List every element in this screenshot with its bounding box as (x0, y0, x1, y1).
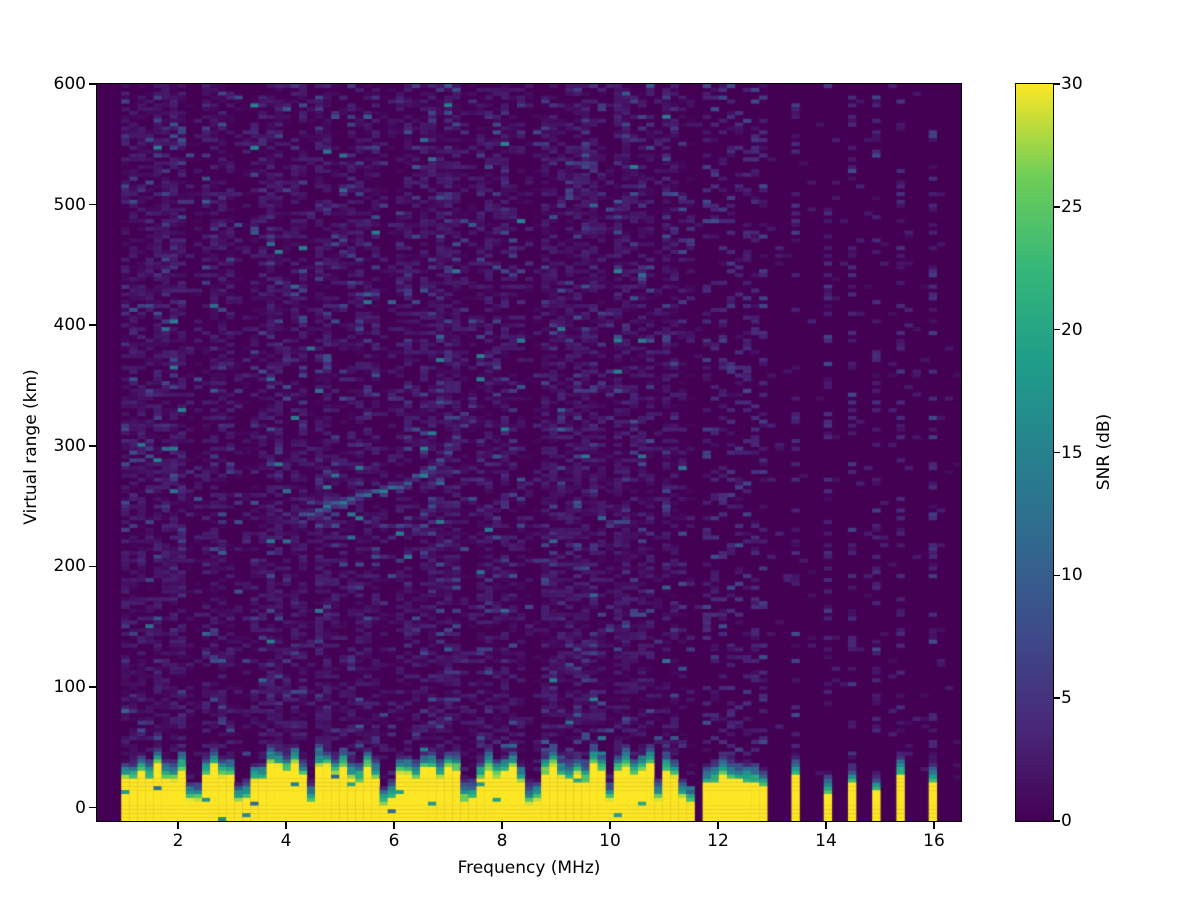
x-tick-label: 2 (172, 831, 184, 851)
y-tick-mark (89, 686, 96, 688)
colorbar-tick-mark (1054, 328, 1060, 331)
x-tick-mark (393, 822, 395, 829)
x-tick-label: 14 (815, 831, 837, 851)
colorbar-tick-label: 10 (1061, 565, 1083, 586)
colorbar-tick-label: 20 (1061, 319, 1083, 340)
x-tick-mark (717, 822, 719, 829)
y-tick-mark (89, 324, 96, 326)
x-tick-label: 16 (923, 831, 945, 851)
x-tick-label: 8 (496, 831, 508, 851)
colorbar-label: SNR (dB) (1094, 413, 1114, 491)
x-tick-label: 6 (388, 831, 400, 851)
y-tick-label: 300 (53, 435, 86, 456)
x-tick-mark (177, 822, 179, 829)
ionogram-heatmap-canvas (97, 84, 961, 821)
x-tick-mark (285, 822, 287, 829)
y-tick-mark (89, 445, 96, 447)
y-tick-label: 600 (53, 74, 86, 94)
colorbar-tick-mark (1054, 574, 1060, 577)
y-tick-label: 500 (53, 194, 86, 215)
colorbar-tick-label: 25 (1061, 196, 1083, 217)
x-tick-mark (825, 822, 827, 829)
colorbar-tick-mark (1054, 451, 1060, 454)
y-tick-mark (89, 203, 96, 206)
colorbar-tick-label: 30 (1061, 74, 1083, 94)
y-tick-label: 0 (75, 797, 86, 818)
x-tick-label: 4 (280, 831, 292, 851)
y-tick-label: 200 (53, 556, 86, 577)
x-tick-label: 12 (707, 831, 729, 851)
colorbar-tick-label: 5 (1061, 688, 1072, 709)
y-tick-mark (89, 565, 96, 568)
y-tick-mark (89, 83, 96, 85)
x-tick-mark (933, 822, 935, 829)
y-tick-label: 100 (53, 677, 86, 698)
x-tick-mark (501, 822, 503, 829)
x-tick-label: 10 (599, 831, 621, 851)
x-axis-label: Frequency (MHz) (457, 858, 601, 878)
colorbar-tick-mark (1054, 206, 1060, 208)
colorbar-tick-mark (1054, 820, 1060, 822)
colorbar-tick-mark (1054, 83, 1060, 85)
colorbar (1015, 83, 1054, 822)
colorbar-tick-label: 15 (1061, 442, 1083, 463)
colorbar-tick-label: 0 (1061, 811, 1072, 831)
y-tick-label: 400 (53, 315, 86, 336)
plot-area (96, 83, 962, 822)
colorbar-tick-mark (1054, 697, 1060, 699)
y-tick-mark (89, 806, 96, 809)
x-tick-mark (609, 822, 611, 829)
